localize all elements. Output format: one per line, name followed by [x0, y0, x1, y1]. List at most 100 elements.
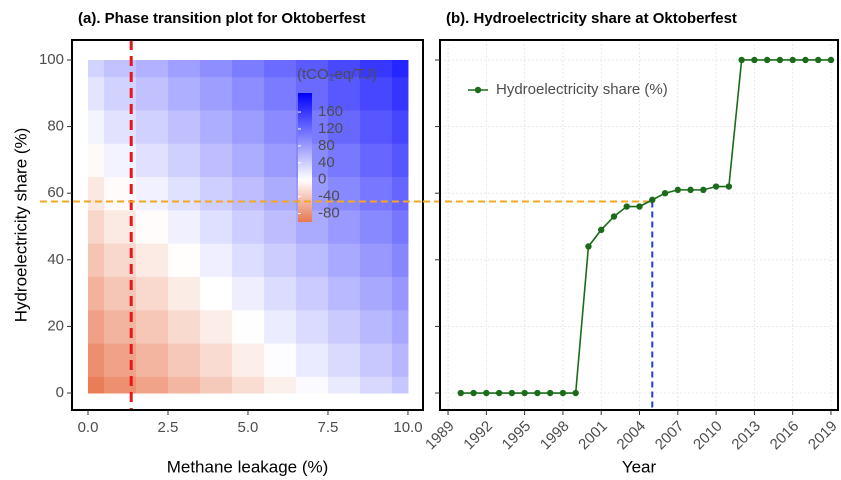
heat-cell [103, 376, 137, 394]
heat-cell [231, 243, 265, 277]
heat-cell [263, 309, 297, 344]
heat-cell [167, 276, 201, 311]
data-point [802, 56, 809, 64]
heat-cell [135, 309, 169, 344]
heat-cell [199, 109, 233, 144]
heat-cell [167, 143, 201, 178]
heat-cell [391, 243, 409, 277]
data-point [585, 243, 592, 250]
data-point [738, 56, 745, 64]
series-line [460, 59, 831, 394]
heat-cell [391, 143, 409, 178]
heat-cell [263, 376, 297, 394]
heat-cell [359, 176, 393, 211]
heat-cell [135, 59, 169, 78]
heat-cell [359, 276, 393, 311]
data-point [700, 186, 707, 194]
data-point [495, 389, 503, 397]
plot-frame [439, 39, 839, 411]
heat-cell [327, 59, 361, 78]
heat-cell [231, 59, 265, 78]
heat-cell [167, 109, 201, 144]
heat-cell [295, 243, 329, 277]
heat-cell [231, 309, 265, 344]
heat-cell [167, 243, 201, 277]
heat-cell [263, 143, 297, 178]
data-point [610, 213, 618, 220]
colorbar-tick-label: -80 [318, 205, 340, 222]
legend-marker [474, 86, 482, 94]
heat-cell [231, 343, 265, 377]
y-tick-label: 100 [39, 51, 64, 68]
heat-cell [167, 176, 201, 211]
heat-cell [263, 109, 297, 144]
y-tick-label: 40 [47, 251, 64, 268]
data-point [674, 186, 682, 194]
data-point [649, 196, 656, 204]
x-tick-label: 7.5 [318, 419, 339, 436]
x-tick-label: 2010 [690, 418, 726, 454]
data-point [521, 389, 528, 397]
colorbar-title: (tCO₂eq/TJ) [297, 66, 377, 83]
x-tick-label: 2007 [652, 418, 688, 454]
heat-cell [263, 209, 297, 244]
heat-cell [199, 243, 233, 277]
heat-cell [135, 209, 169, 244]
heat-cell [167, 76, 201, 111]
heat-cell [391, 309, 409, 344]
heat-cell [231, 209, 265, 244]
heat-cell [199, 376, 233, 394]
data-point [687, 186, 694, 194]
heat-cell [263, 59, 297, 78]
heat-cell [295, 309, 329, 344]
heat-cell [263, 176, 297, 211]
heat-cell [199, 309, 233, 344]
heat-cell [87, 209, 105, 244]
heat-cell [199, 176, 233, 211]
chart-title: (b). Hydroelectricity share at Oktoberfe… [446, 10, 737, 27]
data-point [763, 56, 771, 64]
y-axis-label: Hydroelectricity share (%) [11, 128, 30, 323]
heat-cell [327, 143, 361, 178]
heat-cell [87, 59, 105, 78]
data-point [508, 389, 516, 397]
x-tick-label: 1998 [537, 418, 573, 454]
heat-cell [391, 343, 409, 377]
data-point [661, 189, 669, 197]
heat-cell [263, 243, 297, 277]
heat-cell [263, 76, 297, 111]
data-point [789, 56, 796, 64]
heat-cell [359, 76, 393, 111]
heat-cell [359, 209, 393, 244]
y-tick-label: 60 [47, 184, 64, 201]
heat-cell [87, 243, 105, 277]
heat-cell [263, 343, 297, 377]
heat-cell [167, 376, 201, 394]
heat-cell [199, 276, 233, 311]
heat-cell [135, 76, 169, 111]
heat-cell [103, 59, 137, 78]
heat-cell [391, 59, 409, 78]
heat-cell [199, 343, 233, 377]
data-point [534, 389, 541, 397]
heat-cell [359, 309, 393, 344]
heat-cell [87, 376, 105, 394]
data-point [725, 183, 733, 190]
data-point [751, 56, 758, 64]
x-tick-label: 1995 [499, 418, 535, 454]
colorbar-tick-label: 80 [318, 137, 335, 154]
heat-cell [327, 176, 361, 211]
data-point [598, 226, 605, 234]
x-tick-label: 1992 [460, 418, 496, 454]
heat-cell [359, 343, 393, 377]
data-point [827, 56, 835, 64]
data-point [776, 56, 784, 64]
heat-cell [359, 109, 393, 144]
data-point [470, 389, 477, 397]
x-tick-label: 1989 [422, 418, 458, 454]
colorbar-tick-label: 160 [318, 103, 343, 120]
heat-cell [87, 109, 105, 144]
colorbar-tick-label: 40 [318, 154, 335, 171]
heat-cell [231, 109, 265, 144]
